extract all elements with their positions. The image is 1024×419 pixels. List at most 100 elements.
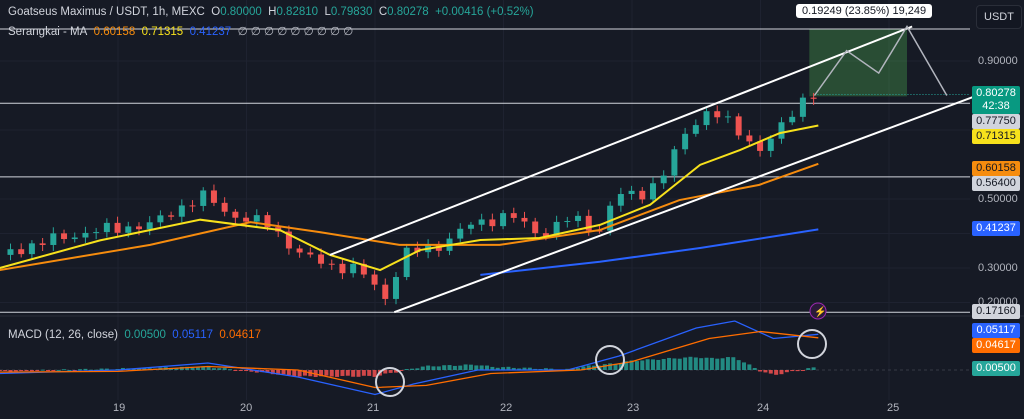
macd-histogram-bar: [29, 370, 34, 372]
candle-body: [392, 277, 399, 299]
macd-histogram-bar: [608, 363, 613, 370]
y-tick: 0.30000: [978, 262, 1018, 274]
currency-button[interactable]: USDT: [976, 5, 1022, 29]
macd-histogram-bar: [452, 365, 457, 370]
candle-body: [478, 219, 485, 225]
candle-body: [607, 205, 614, 231]
symbol-title[interactable]: Goatseus Maximus / USDT, 1h, MEXC: [8, 6, 205, 18]
macd-histogram-bar: [13, 370, 18, 372]
ma-value-yellow: 0.71315: [141, 26, 184, 38]
macd-histogram-bar: [3, 370, 8, 371]
channel-lower-line: [393, 96, 973, 314]
open-value: 0.80000: [220, 6, 262, 18]
macd-histogram-bar: [67, 369, 72, 371]
macd-histogram-bar: [201, 366, 206, 370]
macd-histogram-bar: [40, 369, 45, 371]
macd-histogram-bar: [404, 368, 409, 370]
macd-histogram-bar: [195, 367, 200, 370]
macd-histogram-bar: [624, 361, 629, 370]
macd-histogram-bar: [784, 370, 789, 373]
macd-histogram-bar: [661, 358, 666, 370]
highlight-circle: [797, 329, 827, 359]
macd-histogram-bar: [704, 357, 709, 370]
lightning-icon: ⚡: [814, 305, 826, 318]
macd-histogram-bar: [506, 366, 511, 370]
candle-body: [360, 263, 367, 275]
candle-body: [189, 205, 196, 207]
macd-histogram-bar: [62, 369, 67, 371]
macd-histogram-bar: [758, 370, 763, 372]
macd-histogram-bar: [672, 358, 677, 370]
high-value: 0.82810: [276, 6, 319, 18]
macd-histogram-bar: [768, 370, 773, 374]
macd-histogram-bar: [319, 370, 324, 377]
macd-histogram-bar: [693, 357, 698, 370]
candle-body: [7, 249, 14, 255]
x-tick: 22: [500, 402, 513, 414]
macd-histogram-bar: [640, 360, 645, 370]
ma-orange-label: 0.60158: [972, 161, 1020, 176]
macd-price-label: 0.05117: [972, 323, 1020, 338]
macd-histogram-bar: [747, 364, 752, 370]
macd-histogram-bar: [415, 368, 420, 370]
candle-body: [18, 249, 25, 255]
macd-histogram-bar: [190, 367, 195, 370]
macd-histogram-bar: [468, 364, 473, 370]
macd-histogram-bar: [254, 370, 259, 373]
macd-histogram-bar: [688, 356, 693, 370]
signal-line: [0, 330, 819, 389]
macd-histogram-bar: [345, 370, 350, 376]
macd-histogram-bar: [228, 369, 233, 371]
macd-histogram-bar: [629, 360, 634, 370]
macd-histogram-bar: [420, 366, 425, 370]
macd-histogram-bar: [351, 370, 356, 377]
macd-histogram-bar: [426, 365, 431, 370]
candle-body: [542, 233, 549, 237]
candle-body: [457, 228, 464, 239]
channel-upper-line: [329, 25, 913, 256]
macd-name: MACD (12, 26, close): [8, 329, 118, 341]
macd-histogram-bar: [501, 367, 506, 370]
macd-histogram-bar: [35, 370, 40, 371]
macd-histogram-bar: [618, 363, 623, 370]
macd-histogram-bar: [458, 365, 463, 370]
candle-body: [82, 232, 89, 238]
y-tick: 0.50000: [978, 193, 1018, 205]
macd-histogram-bar: [549, 368, 554, 370]
candle-body: [500, 213, 507, 227]
candle-body: [735, 116, 742, 136]
macd-legend[interactable]: MACD (12, 26, close) 0.00500 0.05117 0.0…: [8, 329, 261, 341]
macd-histogram-bar: [265, 370, 270, 373]
candle-body: [778, 122, 785, 139]
low-value: 0.79830: [330, 6, 373, 18]
macd-histogram-bar: [211, 368, 216, 370]
macd-histogram-bar: [581, 366, 586, 370]
close-value: 0.80278: [387, 6, 429, 18]
macd-histogram-bar: [136, 368, 141, 370]
candle-body: [200, 190, 207, 206]
candle-body: [103, 222, 110, 233]
macd-histogram-bar: [340, 370, 345, 376]
x-tick: 20: [240, 402, 253, 414]
ma-legend[interactable]: Serangkai - MA 0.60158 0.71315 0.41237 ∅…: [8, 24, 353, 38]
macd-histogram-bar: [335, 370, 340, 377]
candle-body: [639, 190, 646, 200]
candle-body: [350, 263, 357, 274]
macd-histogram-bar: [356, 370, 361, 377]
close-label: C: [378, 6, 388, 18]
macd-histogram-bar: [790, 370, 795, 372]
candle-body: [714, 111, 721, 118]
measure-label: 0.19249 (23.85%) 19,249: [796, 4, 933, 18]
macd-histogram-bar: [720, 358, 725, 370]
candle-body: [318, 254, 325, 264]
candle-body: [414, 247, 421, 253]
ma-blue-line: [480, 228, 819, 276]
macd-histogram-bar: [142, 367, 147, 370]
macd-histogram-bar: [410, 368, 415, 370]
macd-signal-value: 0.04617: [219, 329, 261, 341]
candle-body: [28, 243, 35, 255]
macd-histogram-bar: [329, 370, 334, 377]
macd-histogram-bar: [45, 370, 50, 371]
